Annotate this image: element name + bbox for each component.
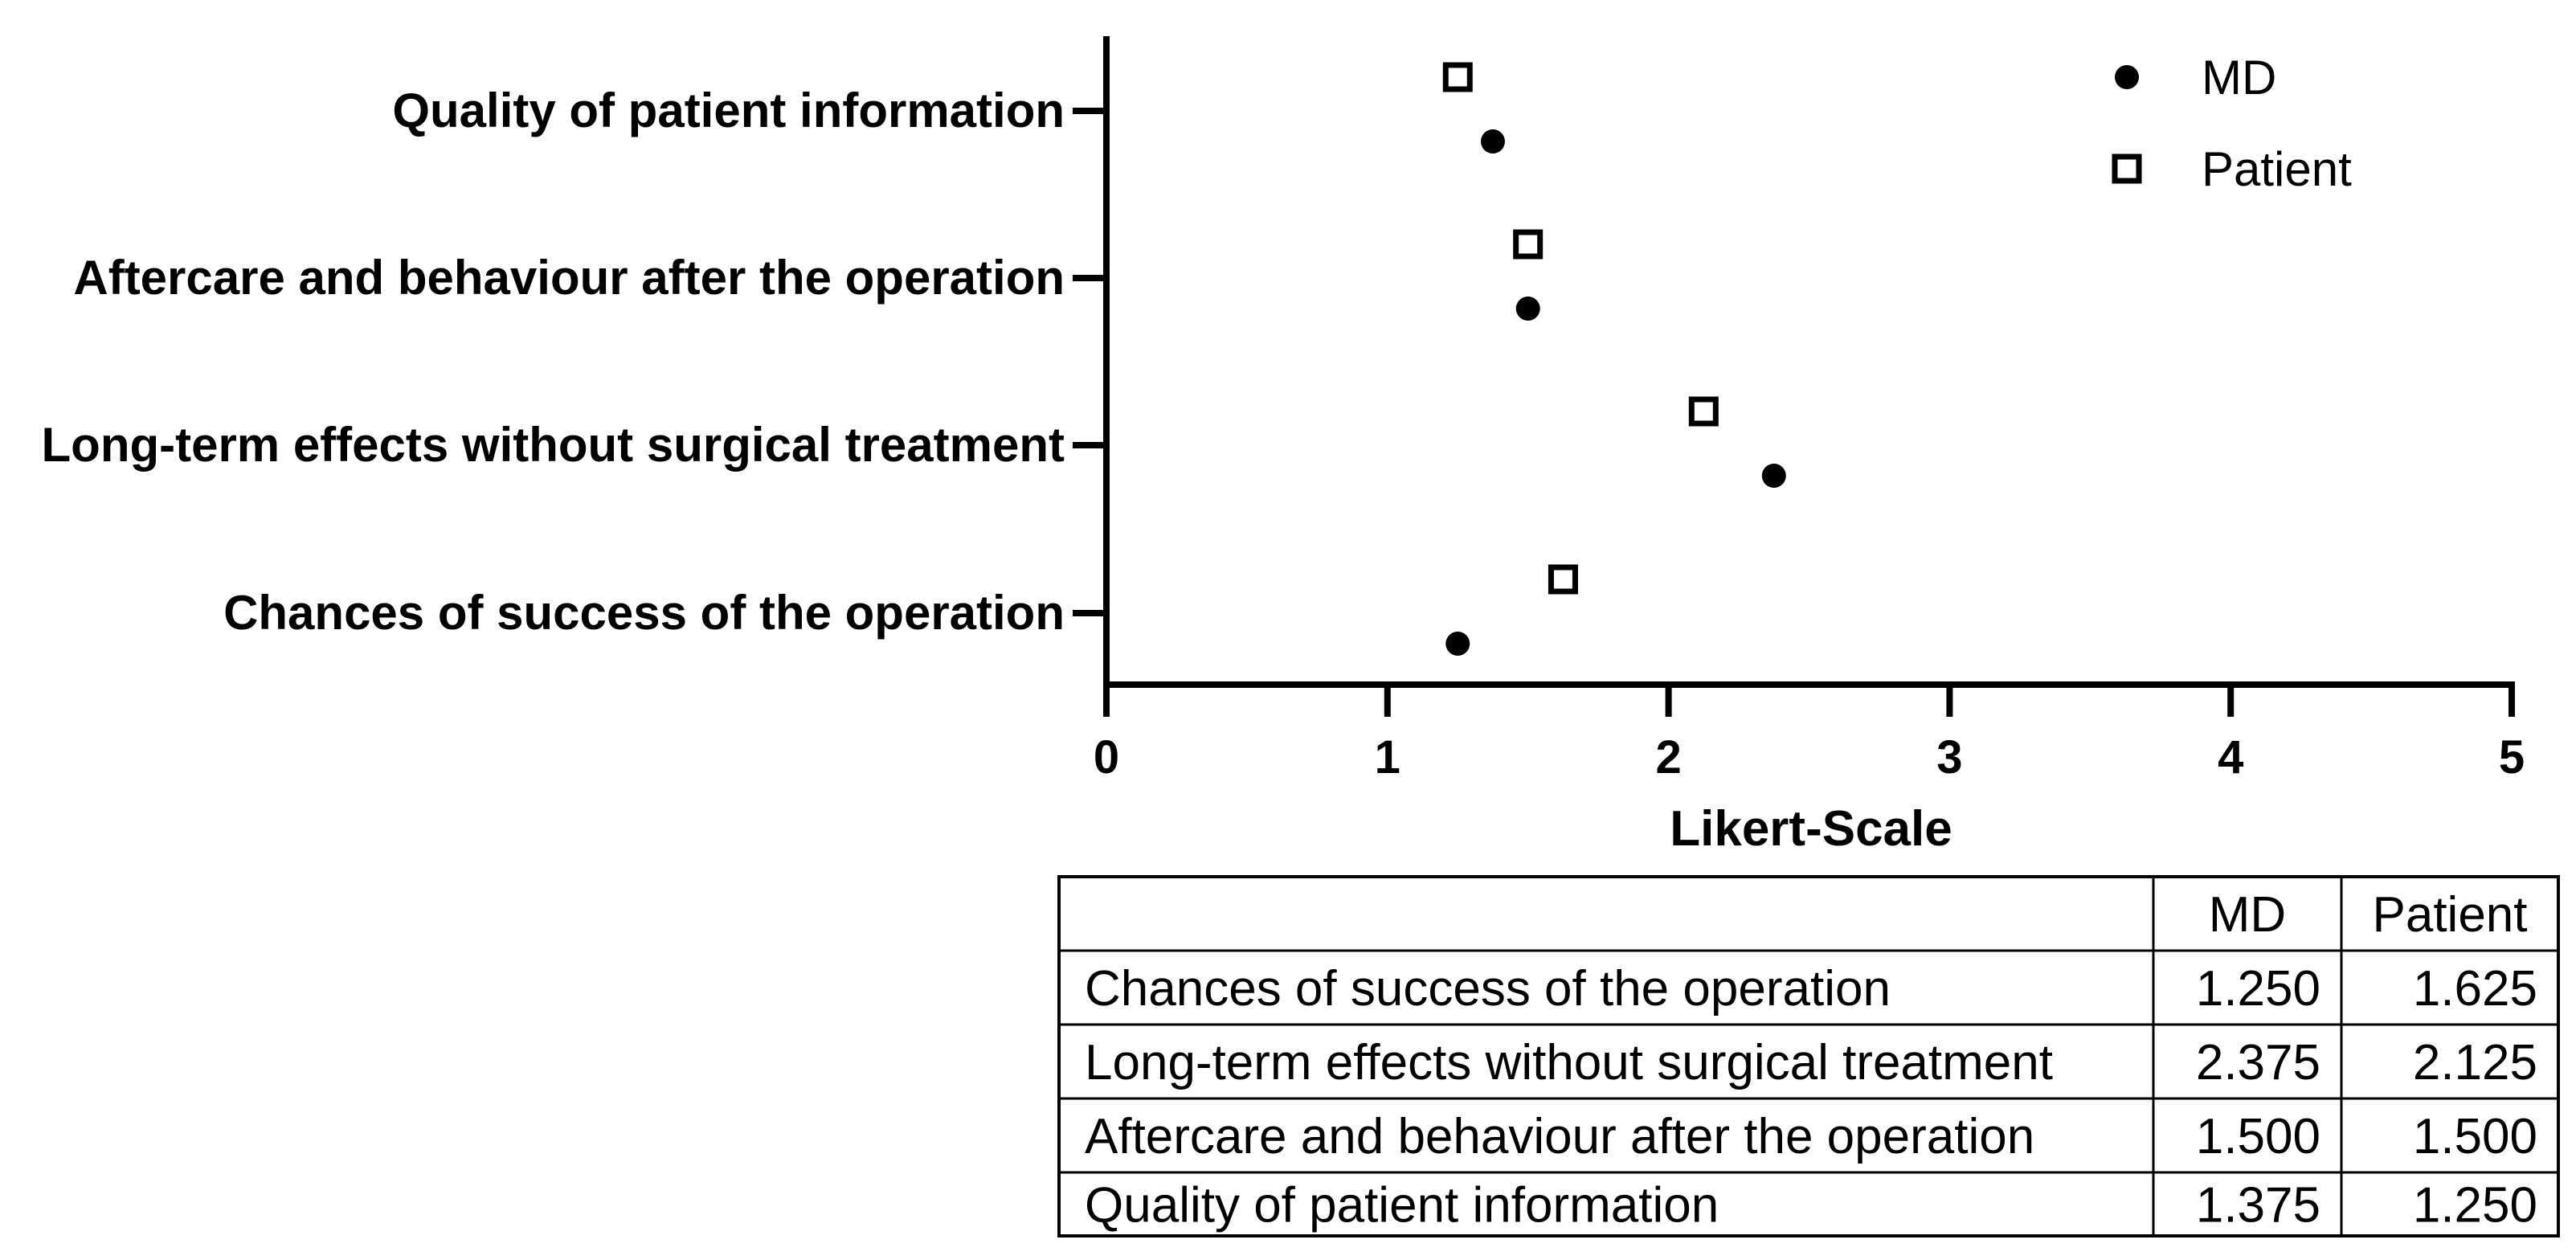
- md-point: [1761, 464, 1786, 488]
- x-tick-label: 5: [2499, 731, 2525, 783]
- legend-md-marker: [2115, 65, 2139, 89]
- table-value-cell: 1.500: [2413, 1109, 2537, 1164]
- x-tick-label: 0: [1094, 731, 1119, 783]
- data-points: [1442, 62, 1786, 656]
- table-row-label: Quality of patient information: [1085, 1178, 1719, 1233]
- legend-label: MD: [2202, 51, 2276, 104]
- x-tick-label: 2: [1655, 731, 1681, 783]
- patient-point: [1688, 396, 1719, 427]
- table-value-cell: 2.125: [2413, 1035, 2537, 1090]
- patient-point: [1548, 564, 1578, 595]
- table-value-cell: 1.375: [2196, 1178, 2320, 1233]
- category-label: Aftercare and behaviour after the operat…: [73, 251, 1065, 305]
- patient-point: [1442, 62, 1473, 92]
- legend-patient-marker: [2112, 153, 2142, 184]
- table-value-cell: 1.500: [2196, 1109, 2320, 1164]
- md-point: [1515, 297, 1540, 321]
- table-row-label: Chances of success of the operation: [1085, 961, 1891, 1017]
- category-label: Chances of success of the operation: [223, 586, 1065, 640]
- category-labels: Quality of patient information Aftercare …: [42, 84, 1065, 640]
- table-header-cell: MD: [2209, 887, 2286, 943]
- legend: MD Patient: [2112, 51, 2352, 196]
- patient-point: [1513, 229, 1544, 260]
- x-tick-label: 3: [1936, 731, 1962, 783]
- table-row-label: Aftercare and behaviour after the operat…: [1085, 1109, 2034, 1164]
- table-value-cell: 1.250: [2196, 961, 2320, 1017]
- category-label: Long-term effects without surgical treat…: [42, 418, 1065, 472]
- x-axis-ticks: 0 1 2 3 4 5: [1094, 731, 2525, 783]
- md-point: [1480, 129, 1505, 153]
- table-value-cell: 2.375: [2196, 1035, 2320, 1090]
- category-label: Quality of patient information: [392, 84, 1065, 137]
- table-border: [1057, 875, 2560, 1238]
- x-tick-label: 4: [2218, 731, 2243, 783]
- md-point: [1445, 632, 1470, 656]
- data-table: MD Patient Chances of success of the opera…: [1057, 875, 2560, 1238]
- table-value-cell: 1.250: [2413, 1178, 2537, 1233]
- x-tick-label: 1: [1375, 731, 1400, 783]
- table-value-cell: 1.625: [2413, 961, 2537, 1017]
- legend-label: Patient: [2202, 142, 2352, 196]
- table-row-label: Long-term effects without surgical treat…: [1085, 1035, 2053, 1090]
- axes: [1073, 36, 2515, 717]
- x-axis-title: Likert-Scale: [1670, 801, 1952, 857]
- table-header-cell: Patient: [2372, 887, 2527, 943]
